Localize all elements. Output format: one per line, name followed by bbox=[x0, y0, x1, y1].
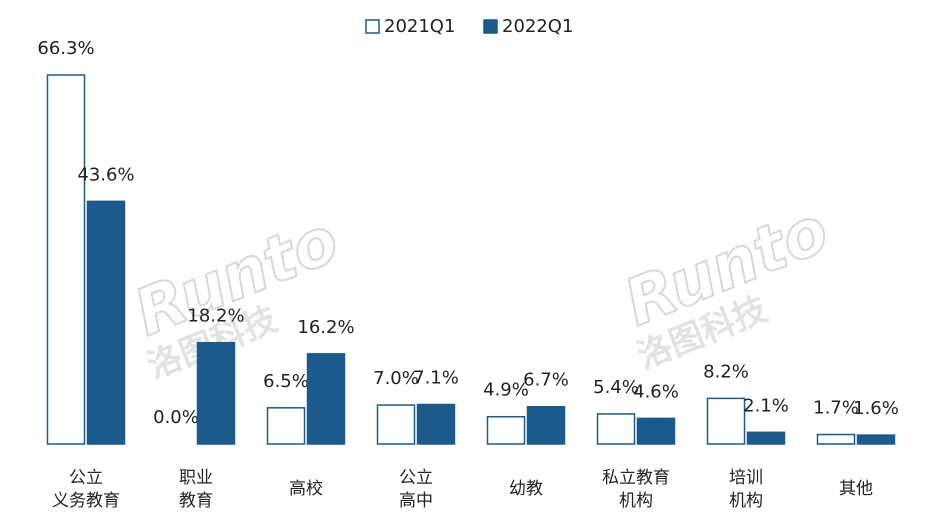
x-tick-label: 私立教育 bbox=[602, 468, 670, 488]
x-tick-label: 高校 bbox=[289, 479, 323, 499]
value-label: 43.6% bbox=[77, 164, 134, 185]
value-label: 18.2% bbox=[187, 306, 244, 327]
bar bbox=[526, 405, 566, 445]
value-label: 5.4% bbox=[593, 377, 639, 398]
bar bbox=[266, 407, 306, 445]
value-label: 16.2% bbox=[297, 317, 354, 338]
x-tick-label: 义务教育 bbox=[52, 491, 120, 511]
value-label: 66.3% bbox=[37, 38, 94, 59]
x-tick-label: 幼教 bbox=[509, 479, 543, 499]
value-label: 6.5% bbox=[263, 371, 309, 392]
value-label: 8.2% bbox=[703, 361, 749, 382]
value-label: 7.0% bbox=[373, 368, 419, 389]
x-tick-label: 职业 bbox=[179, 468, 213, 488]
x-tick-label: 高中 bbox=[399, 491, 433, 511]
x-tick-label: 公立 bbox=[399, 468, 433, 488]
bar bbox=[856, 434, 896, 445]
bar bbox=[416, 403, 456, 445]
x-tick-label: 教育 bbox=[179, 491, 213, 511]
bar bbox=[196, 341, 236, 445]
x-tick-label: 机构 bbox=[729, 491, 763, 511]
bar bbox=[746, 431, 786, 445]
bar bbox=[306, 353, 346, 445]
value-label: 2.1% bbox=[743, 395, 789, 416]
bar bbox=[486, 415, 526, 445]
bar bbox=[706, 397, 746, 445]
legend-label: 2022Q1 bbox=[502, 16, 573, 37]
x-tick-label: 其他 bbox=[839, 479, 873, 499]
legend-label: 2021Q1 bbox=[384, 16, 455, 37]
x-tick-label: 培训 bbox=[729, 468, 763, 488]
bar bbox=[816, 433, 856, 445]
legend-swatch bbox=[483, 19, 498, 34]
bar bbox=[46, 74, 86, 445]
bar bbox=[596, 413, 636, 445]
value-label: 1.7% bbox=[813, 398, 859, 419]
bar bbox=[376, 404, 416, 445]
bar bbox=[636, 417, 676, 445]
bar bbox=[86, 200, 126, 445]
value-label: 0.0% bbox=[153, 407, 199, 428]
x-tick-label: 机构 bbox=[619, 491, 653, 511]
value-label: 7.1% bbox=[413, 367, 459, 388]
value-label: 4.6% bbox=[633, 381, 679, 402]
value-label: 6.7% bbox=[523, 370, 569, 391]
legend-swatch bbox=[365, 19, 380, 34]
x-tick-label: 公立 bbox=[69, 468, 103, 488]
value-label: 1.6% bbox=[853, 398, 899, 419]
value-label: 4.9% bbox=[483, 380, 529, 401]
